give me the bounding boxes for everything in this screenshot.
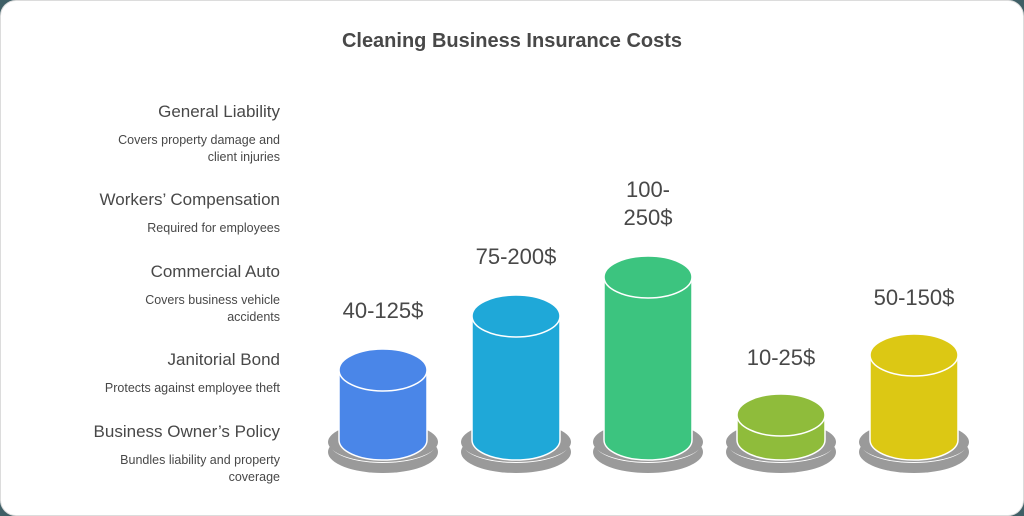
- legend-name: Workers’ Compensation: [99, 190, 280, 209]
- value-label-janitorial-bond: 10-25$: [746, 345, 816, 370]
- cylinder-body: [603, 276, 693, 461]
- value-label-line1: 100-: [625, 177, 671, 202]
- cylinder-top: [603, 255, 693, 299]
- chart-title: Cleaning Business Insurance Costs: [341, 30, 683, 52]
- legend-name: General Liability: [158, 102, 280, 121]
- cylinder-janitorial-bond: [726, 393, 836, 473]
- value-label-workers-compensation: 75-200$: [475, 244, 557, 269]
- cylinder-body: [869, 354, 959, 461]
- cylinder-workers-compensation: [461, 294, 571, 473]
- legend-name: Commercial Auto: [150, 262, 280, 281]
- legend-name: Janitorial Bond: [167, 350, 280, 369]
- value-label-business-owners-policy: 50-150$: [873, 285, 955, 310]
- cylinder-body: [338, 369, 428, 461]
- legend-desc: Bundles liability and property coverage: [120, 453, 280, 484]
- legend-desc: Protects against employee theft: [104, 381, 280, 395]
- cylinder-top: [869, 333, 959, 377]
- legend-name: Business Owner’s Policy: [93, 422, 280, 441]
- cylinder-business-owners-policy: [859, 333, 969, 473]
- legend-desc: Covers property damage and client injuri…: [118, 133, 280, 164]
- cylinder-top: [471, 294, 561, 338]
- cylinder-body: [471, 315, 561, 461]
- value-label-commercial-auto: 100- 250$: [588, 176, 708, 232]
- legend-desc: Required for employees: [147, 221, 280, 235]
- value-label-line2: 250$: [623, 205, 673, 230]
- legend-item-commercial-auto: Commercial Auto Covers business vehicle …: [20, 262, 280, 326]
- legend-desc: Covers business vehicle accidents: [145, 293, 280, 324]
- value-label-general-liability: 40-125$: [342, 298, 424, 323]
- legend-item-workers-compensation: Workers’ Compensation Required for emplo…: [20, 190, 280, 237]
- legend-item-janitorial-bond: Janitorial Bond Protects against employe…: [20, 350, 280, 397]
- legend-item-business-owners-policy: Business Owner’s Policy Bundles liabilit…: [20, 422, 280, 486]
- cylinder-commercial-auto: [593, 255, 703, 473]
- legend-item-general-liability: General Liability Covers property damage…: [20, 102, 280, 166]
- cylinder-top: [338, 348, 428, 392]
- cylinder-top: [736, 393, 826, 437]
- cylinder-general-liability: [328, 348, 438, 473]
